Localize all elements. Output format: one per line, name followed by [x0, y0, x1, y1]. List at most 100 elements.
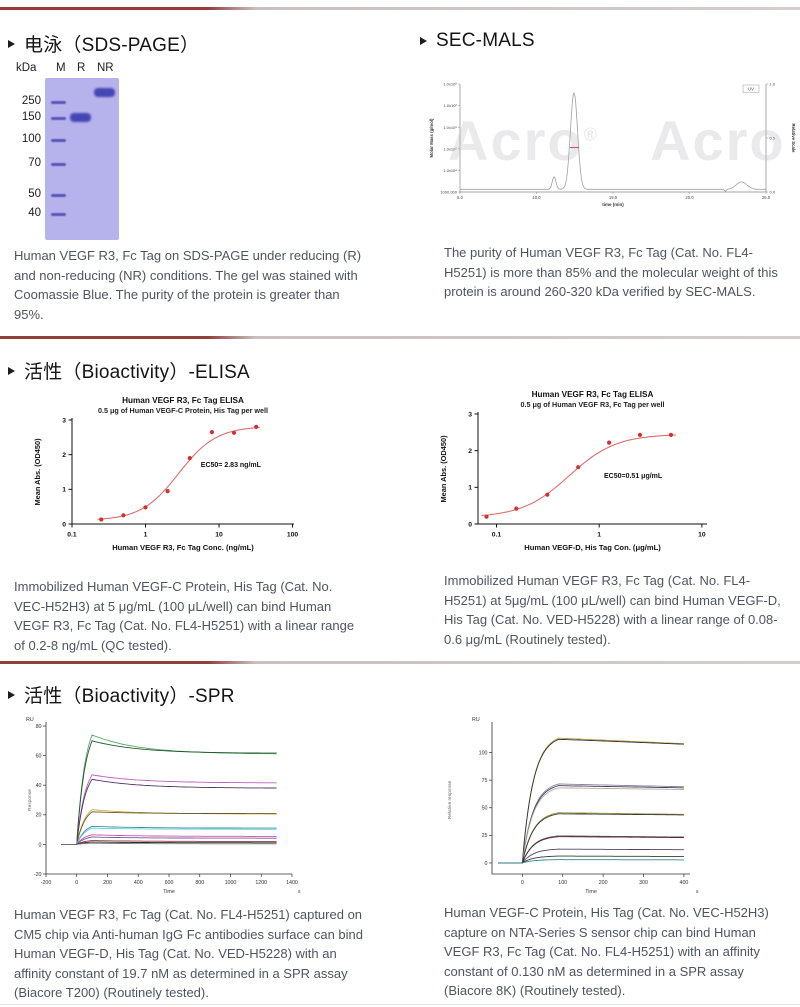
spr-chart-right: 0 25 50 75 100 0 100 200 300 400 RU Relative respon…	[438, 712, 728, 909]
elisa-chart-left: Human VEGF R3, Fc Tag ELISA 0.5 μg of Hum…	[30, 392, 310, 569]
section-heading-sec-mals[interactable]: SEC-MALS	[420, 30, 535, 52]
elisa-chart-right: Human VEGF R3, Fc Tag ELISA 0.5 μg of Hum…	[436, 386, 723, 569]
svg-text:60: 60	[36, 754, 42, 760]
svg-text:0.5 μg of Human VEGF R3, Fc Ta: 0.5 μg of Human VEGF R3, Fc Tag per well	[520, 400, 664, 409]
gel-marker-label: 40	[28, 207, 41, 219]
svg-text:75: 75	[482, 778, 488, 784]
expand-triangle-icon	[8, 366, 15, 375]
svg-text:1400: 1400	[286, 880, 298, 886]
gel-sample-band	[94, 88, 115, 97]
svg-text:1: 1	[597, 532, 601, 539]
gel-lane-label: R	[77, 62, 86, 74]
gel-ladder-band	[51, 100, 66, 104]
svg-text:600: 600	[165, 880, 174, 886]
svg-text:0: 0	[62, 521, 66, 528]
svg-text:1: 1	[62, 487, 66, 494]
gel-ladder-band	[51, 138, 66, 142]
svg-text:0.5 μg of Human VEGF-C Protein: 0.5 μg of Human VEGF-C Protein, His Tag …	[98, 406, 268, 415]
svg-text:1: 1	[144, 532, 148, 539]
svg-text:Time: Time	[163, 889, 175, 895]
gel-kda-label: kDa	[16, 62, 37, 74]
svg-text:Human VEGF-D, His Tag Con. (μg: Human VEGF-D, His Tag Con. (μg/mL)	[524, 543, 661, 552]
spr-caption-left: Human VEGF R3, Fc Tag (Cat. No. FL4-H525…	[14, 907, 364, 1000]
svg-text:100: 100	[558, 880, 567, 886]
svg-text:Mean Abs. (OD450): Mean Abs. (OD450)	[33, 438, 42, 506]
svg-text:0.1: 0.1	[492, 532, 502, 539]
svg-text:200: 200	[103, 880, 112, 886]
sds-page-caption: Human VEGF R3, Fc Tag on SDS-PAGE under …	[14, 248, 362, 322]
section-heading-spr[interactable]: 活性（Bioactivity）-SPR	[8, 681, 235, 708]
section-heading-sds-page[interactable]: 电泳（SDS-PAGE）	[8, 30, 199, 57]
svg-text:100: 100	[287, 532, 299, 539]
svg-text:RU: RU	[26, 717, 34, 723]
svg-text:s: s	[298, 889, 301, 895]
svg-text:1000: 1000	[225, 880, 237, 886]
section-divider	[0, 661, 800, 664]
svg-text:10: 10	[215, 532, 223, 539]
svg-text:25: 25	[482, 833, 488, 839]
svg-text:1.0: 1.0	[770, 82, 776, 87]
svg-text:20.0: 20.0	[685, 195, 694, 200]
svg-text:Human VEGF R3, Fc Tag ELISA: Human VEGF R3, Fc Tag ELISA	[122, 396, 244, 405]
svg-text:Human VEGF R3, Fc Tag ELISA: Human VEGF R3, Fc Tag ELISA	[532, 390, 654, 399]
svg-text:0: 0	[468, 521, 472, 528]
svg-text:300: 300	[639, 880, 648, 886]
expand-triangle-icon	[420, 37, 427, 45]
svg-text:200: 200	[599, 880, 608, 886]
svg-text:Relative response: Relative response	[447, 780, 453, 819]
svg-text:15.0: 15.0	[609, 195, 618, 200]
svg-text:0.0: 0.0	[770, 190, 776, 195]
gel-marker-label: 70	[28, 157, 41, 169]
svg-text:80: 80	[36, 724, 42, 730]
section-divider	[0, 7, 800, 10]
svg-text:Relative Scale: Relative Scale	[791, 124, 796, 154]
svg-text:10: 10	[698, 532, 706, 539]
gel-lane-label: M	[56, 62, 66, 74]
svg-text:2: 2	[468, 448, 472, 455]
section-title: 活性（Bioactivity）-SPR	[24, 686, 235, 707]
expand-triangle-icon	[8, 690, 15, 699]
svg-text:1: 1	[468, 485, 472, 492]
section-title: 活性（Bioactivity）-ELISA	[24, 362, 250, 383]
svg-text:0: 0	[75, 880, 78, 886]
svg-text:1.0x10⁶: 1.0x10⁶	[443, 125, 457, 130]
svg-text:1.0x10⁵: 1.0x10⁵	[443, 146, 457, 151]
spr-chart-left: -20 0 20 40 60 80 -200 0 200 400 600 800 1000 1200 140…	[18, 710, 320, 905]
svg-text:2: 2	[62, 452, 66, 459]
gel-ladder-band	[51, 193, 66, 197]
svg-text:1.0x10⁸: 1.0x10⁸	[443, 82, 457, 87]
svg-text:5.0: 5.0	[457, 195, 463, 200]
svg-text:Molar Mass (g/mol): Molar Mass (g/mol)	[429, 118, 434, 157]
svg-text:3: 3	[468, 411, 472, 418]
svg-text:25.0: 25.0	[762, 195, 771, 200]
svg-text:-200: -200	[41, 880, 52, 886]
svg-text:1.0x10⁷: 1.0x10⁷	[444, 103, 458, 108]
bottom-divider	[0, 1004, 800, 1005]
svg-text:100: 100	[479, 750, 488, 756]
gel-marker-label: 50	[28, 188, 41, 200]
section-title: 电泳（SDS-PAGE）	[24, 35, 200, 56]
svg-text:40: 40	[36, 783, 42, 789]
svg-text:0: 0	[39, 842, 42, 848]
gel-marker-label: 250	[21, 95, 41, 107]
svg-text:0.1: 0.1	[67, 532, 77, 539]
section-heading-elisa[interactable]: 活性（Bioactivity）-ELISA	[8, 357, 250, 384]
svg-text:time (min): time (min)	[602, 202, 624, 207]
svg-text:Mean Abs. (OD450): Mean Abs. (OD450)	[439, 435, 448, 503]
svg-text:Human VEGF R3, Fc Tag Conc. (n: Human VEGF R3, Fc Tag Conc. (ng/mL)	[112, 543, 254, 552]
svg-text:800: 800	[195, 880, 204, 886]
gel-ladder-band	[51, 162, 66, 166]
svg-text:3: 3	[62, 417, 66, 424]
sds-page-gel-image: kDa M R NR 250 150 100 70 50 40	[14, 60, 122, 248]
section-divider	[0, 336, 800, 339]
expand-triangle-icon	[8, 39, 15, 48]
elisa-caption-right: Immobilized Human VEGF R3, Fc Tag (Cat. …	[444, 573, 781, 647]
svg-text:1.0x10⁴: 1.0x10⁴	[443, 168, 457, 173]
svg-text:0.5: 0.5	[770, 136, 776, 141]
gel-sample-band	[70, 113, 91, 122]
elisa-caption-left: Immobilized Human VEGF-C Protein, His Ta…	[14, 579, 355, 653]
sec-mals-caption: The purity of Human VEGF R3, Fc Tag (Cat…	[444, 245, 778, 299]
svg-text:Time: Time	[585, 889, 597, 895]
svg-text:UV: UV	[748, 87, 754, 92]
svg-text:0: 0	[485, 861, 488, 867]
